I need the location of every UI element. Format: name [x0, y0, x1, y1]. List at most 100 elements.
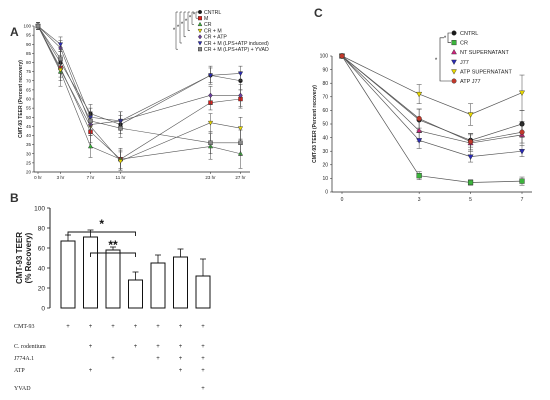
data-point: [87, 143, 94, 149]
y-tick-label: 60: [322, 108, 328, 114]
y-tick-label: 60: [38, 245, 46, 252]
y-tick-label: 30: [26, 151, 32, 156]
legend-marker: [451, 49, 457, 55]
y-tick-label: 35: [26, 142, 32, 147]
series-line: [341, 55, 523, 183]
condition-label: C. rodentium: [14, 344, 46, 350]
legend-marker: [197, 47, 202, 52]
series-line: [37, 25, 241, 144]
series-line: [37, 25, 241, 160]
data-point: [238, 92, 243, 99]
condition-mark: +: [156, 324, 160, 330]
data-point: [519, 149, 525, 155]
y-tick-label: 50: [26, 115, 32, 120]
data-point: [58, 56, 63, 62]
data-point: [519, 178, 525, 184]
significance-bracket: [191, 11, 194, 25]
series-line: [341, 55, 523, 115]
significance-bracket: [183, 11, 186, 38]
y-tick-label: 0: [41, 305, 45, 312]
y-tick-label: 20: [26, 170, 32, 175]
data-point: [118, 125, 123, 131]
y-tick-label: 55: [26, 106, 32, 111]
legend-entry: CR + M (LPS+ATP) + YVAD: [204, 47, 269, 53]
data-point: [416, 138, 423, 144]
condition-mark: +: [134, 324, 138, 330]
y-tick-label: 70: [26, 78, 32, 83]
y-tick-label: 85: [26, 51, 32, 56]
condition-mark: +: [89, 324, 93, 330]
data-point: [416, 91, 423, 98]
bar: [105, 249, 121, 309]
legend-marker: [451, 59, 457, 65]
condition-label: ATP: [14, 368, 25, 374]
legend-entry: CR + ATP: [204, 35, 227, 41]
data-point: [467, 139, 474, 145]
series-line: [341, 55, 523, 157]
condition-mark: +: [179, 356, 183, 362]
y-tick-label: 75: [26, 69, 32, 74]
condition-mark: +: [201, 356, 205, 362]
y-tick-label: 80: [38, 225, 46, 232]
chart-c: 0 10 20 30 40 50 60 70 80 90 100 0 3 5 7 CMT-93 TEER (P…: [312, 30, 532, 203]
panel-letter-c: C: [314, 6, 323, 20]
y-tick-label: 80: [322, 81, 328, 87]
condition-mark: +: [179, 368, 183, 374]
data-point: [467, 154, 474, 160]
legend-marker: [451, 30, 457, 36]
bar: [150, 262, 166, 309]
data-point: [339, 53, 345, 59]
legend-marker: [197, 9, 202, 14]
data-point: [207, 120, 214, 126]
condition-mark: +: [156, 356, 160, 362]
legend-marker: [451, 69, 457, 75]
data-point: [467, 112, 474, 118]
y-tick-label: 100: [320, 54, 329, 60]
y-tick-label: 60: [26, 97, 32, 102]
condition-mark: +: [201, 368, 205, 374]
data-point: [208, 92, 213, 99]
x-tick-label: 11 hr: [116, 175, 126, 180]
condition-mark: +: [134, 344, 138, 350]
y-tick-label: 40: [26, 133, 32, 138]
significance-star: *: [173, 28, 176, 34]
data-point: [35, 23, 41, 29]
legend-marker: [451, 78, 457, 84]
y-tick-label: 40: [322, 135, 328, 141]
y-tick-label: 70: [322, 95, 328, 101]
significance-star: *: [177, 25, 180, 31]
legend-marker: [197, 41, 203, 46]
legend-marker: [197, 21, 203, 27]
y-tick-label: 95: [26, 33, 32, 38]
legend-entry: M: [204, 16, 208, 22]
data-point: [416, 173, 422, 179]
legend-entry: CR + M (LPS+ATP induced): [204, 41, 269, 47]
y-tick-label: 0: [325, 190, 328, 196]
x-tick-label: 0: [341, 197, 344, 203]
x-tick-label: 3: [418, 197, 421, 203]
significance-star: *: [181, 22, 184, 28]
bar: [128, 279, 143, 309]
significance-bracket: [90, 252, 136, 257]
y-tick-label: 100: [23, 24, 31, 29]
condition-mark: +: [201, 344, 205, 350]
x-tick-label: 5: [469, 197, 472, 203]
y-tick-label: 20: [38, 285, 46, 292]
data-point: [416, 115, 422, 122]
legend-entry: ATP J77: [460, 79, 481, 85]
data-point: [207, 73, 214, 79]
condition-mark: +: [111, 356, 115, 362]
y-tick-label: 45: [26, 124, 32, 129]
significance-star: **: [108, 238, 118, 252]
chart-a: 20 25 30 35 40 45 50 55 60 65 70 75 80 85 90 95 100 0 hr 3…: [18, 10, 269, 180]
data-point: [88, 118, 93, 124]
bar: [195, 275, 211, 309]
significance-star: *: [189, 16, 192, 22]
y-tick-label: 65: [26, 87, 32, 92]
data-point: [237, 126, 244, 132]
significance-bracket: [195, 11, 198, 19]
condition-label: YVAD: [14, 386, 31, 392]
legend-entry: J77: [460, 60, 469, 66]
